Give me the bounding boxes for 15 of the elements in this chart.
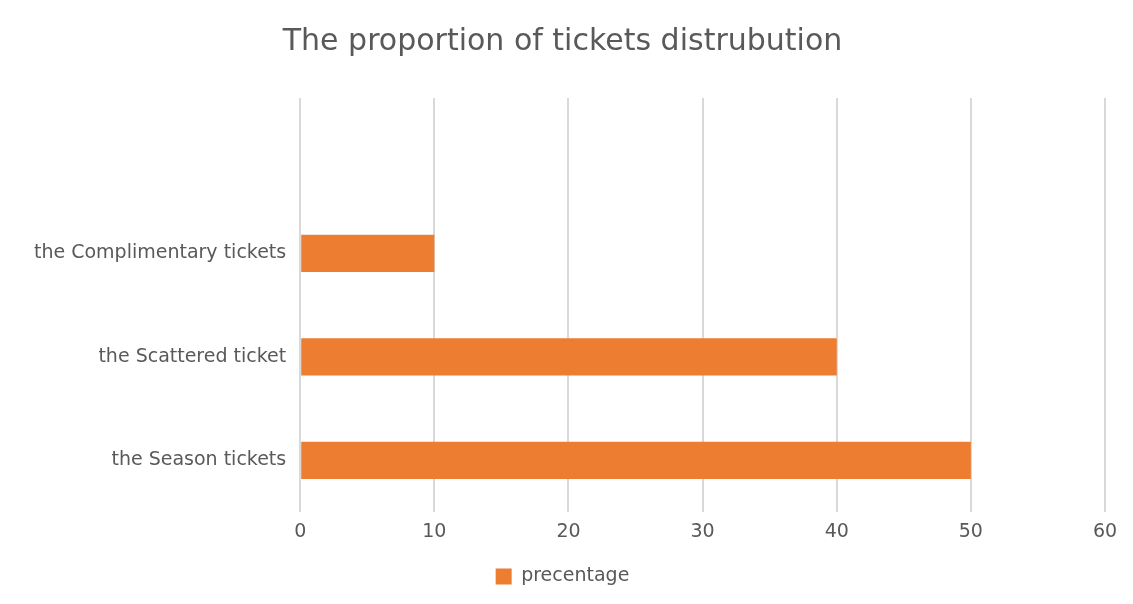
x-tick-label: 30 xyxy=(690,518,715,541)
x-tick-label: 40 xyxy=(824,518,849,541)
bar xyxy=(301,441,971,480)
bar xyxy=(301,338,837,376)
x-tick-label: 50 xyxy=(958,518,983,541)
x-tick-label: 10 xyxy=(422,518,447,541)
x-tick-label: 60 xyxy=(1092,518,1118,541)
x-tick-label: 20 xyxy=(556,518,581,541)
bar xyxy=(301,234,435,272)
y-tick-label: the Season tickets xyxy=(111,447,287,470)
chart-title: The proportion of tickets distrubution xyxy=(281,21,843,57)
legend-label: precentage xyxy=(521,563,630,586)
x-tick-label: 0 xyxy=(294,518,307,541)
y-tick-label: the Complimentary tickets xyxy=(33,240,287,263)
y-tick-label: the Scattered ticket xyxy=(98,343,287,366)
